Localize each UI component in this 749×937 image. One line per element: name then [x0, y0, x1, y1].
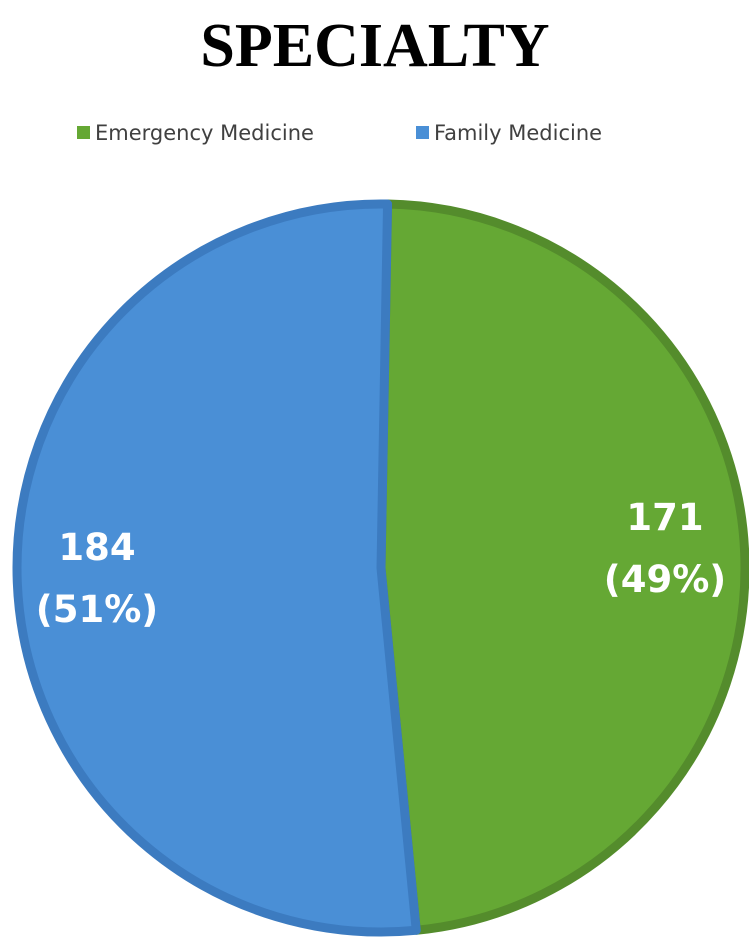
data-label: 171 (49%) — [604, 496, 726, 601]
legend-swatch — [77, 126, 90, 139]
chart-title: SPECIALTY — [200, 12, 549, 80]
data-label: 184 (51%) — [36, 526, 158, 631]
pie-slice — [12, 199, 421, 937]
legend-label: Emergency Medicine — [95, 121, 314, 145]
pie-slice — [376, 199, 749, 935]
legend-label: Family Medicine — [434, 121, 602, 145]
legend-swatch — [416, 126, 429, 139]
